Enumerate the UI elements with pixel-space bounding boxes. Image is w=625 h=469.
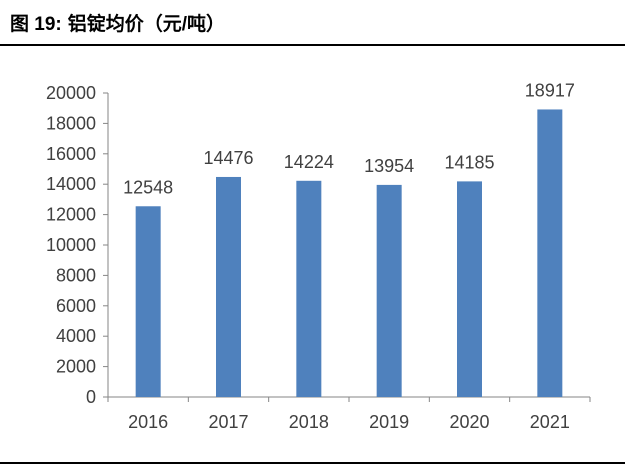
data-label-2019: 13954	[364, 156, 414, 176]
y-tick-label: 14000	[46, 174, 96, 194]
x-tick-label: 2016	[128, 412, 168, 432]
bars	[135, 109, 563, 397]
figure-caption: 铝锭均价（元/吨）	[67, 14, 226, 35]
bar-2019	[376, 184, 402, 397]
bar-2016	[135, 206, 161, 397]
x-tick-label: 2018	[289, 412, 329, 432]
data-label-2021: 18917	[525, 80, 575, 100]
data-label-2020: 14185	[444, 152, 494, 172]
y-tick-label: 4000	[56, 326, 96, 346]
data-label-2017: 14476	[203, 148, 253, 168]
y-tick-label: 0	[86, 387, 96, 407]
y-tick-label: 6000	[56, 296, 96, 316]
x-tick-label: 2019	[369, 412, 409, 432]
x-axis: 2016 2017 2018 2019 2020 2021	[107, 396, 591, 432]
data-label-2016: 12548	[123, 177, 173, 197]
y-tick-label: 10000	[46, 235, 96, 255]
figure-title: 图 19: 铝锭均价（元/吨）	[10, 9, 225, 36]
y-axis: 0 2000 4000 6000 8000 10000 12000 14000 16000 180…	[46, 83, 109, 407]
bar-2017	[216, 176, 241, 397]
figure-header: 图 19: 铝锭均价（元/吨）	[0, 0, 625, 46]
bar-2020	[457, 181, 482, 397]
bar-2018	[296, 180, 322, 397]
y-tick-label: 8000	[56, 265, 96, 285]
x-tick-label: 2017	[208, 412, 248, 432]
figure-number: 图 19:	[10, 14, 62, 35]
x-tick-label: 2021	[530, 412, 570, 432]
y-tick-label: 2000	[56, 357, 96, 377]
data-labels: 12548 14476 14224 13954 14185 18917	[123, 80, 575, 197]
bar-2021	[537, 109, 563, 397]
footer-rule	[0, 462, 625, 464]
y-tick-label: 20000	[46, 83, 96, 103]
data-label-2018: 14224	[284, 152, 334, 172]
y-tick-label: 18000	[46, 113, 96, 133]
y-tick-label: 16000	[46, 144, 96, 164]
y-tick-label: 12000	[46, 205, 96, 225]
x-tick-label: 2020	[449, 412, 489, 432]
